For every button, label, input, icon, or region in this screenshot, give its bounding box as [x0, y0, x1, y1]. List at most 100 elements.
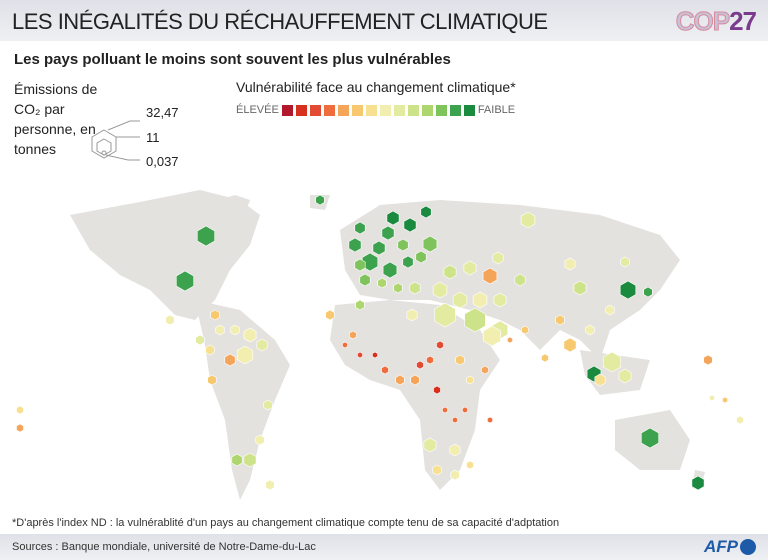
- country-hexagon: [393, 282, 403, 294]
- country-hexagon: [422, 235, 438, 253]
- country-hexagon: [210, 309, 220, 321]
- footer-bar: Sources : Banque mondiale, université de…: [0, 534, 768, 560]
- country-hexagon: [16, 405, 24, 415]
- afp-logo: AFP: [704, 537, 756, 557]
- country-hexagon: [359, 273, 371, 287]
- color-swatch: [407, 104, 419, 116]
- country-hexagon: [354, 258, 366, 272]
- country-hexagon: [436, 340, 444, 350]
- cop27-logo: COP27: [675, 6, 757, 37]
- color-swatch: [421, 104, 433, 116]
- country-hexagon: [450, 469, 460, 481]
- country-hexagon: [420, 205, 432, 219]
- country-hexagon: [452, 291, 468, 309]
- color-swatch: [323, 104, 335, 116]
- country-hexagon: [594, 373, 606, 387]
- footnote: *D'après l'index ND : la vulnérablité d'…: [12, 517, 560, 529]
- country-hexagon: [432, 464, 442, 476]
- country-hexagon: [722, 396, 728, 404]
- country-hexagon: [382, 261, 398, 279]
- color-swatch: [281, 104, 293, 116]
- country-hexagon: [215, 324, 225, 336]
- country-hexagon: [195, 334, 205, 346]
- country-hexagon: [402, 255, 414, 269]
- country-hexagon: [315, 194, 325, 206]
- color-legend-high: FAIBLE: [477, 104, 516, 116]
- color-swatch: [449, 104, 461, 116]
- country-hexagon: [255, 434, 265, 446]
- country-hexagon: [709, 394, 715, 402]
- country-hexagon: [197, 225, 215, 247]
- color-swatch: [365, 104, 377, 116]
- country-hexagon: [564, 257, 576, 271]
- country-hexagon: [452, 416, 458, 424]
- country-hexagon: [256, 338, 268, 352]
- country-hexagon: [372, 240, 386, 256]
- country-hexagon: [357, 351, 363, 359]
- color-swatch: [295, 104, 307, 116]
- country-hexagon: [507, 336, 513, 344]
- size-legend-max: 32,47: [146, 105, 179, 120]
- country-hexagon: [432, 281, 448, 299]
- country-hexagon: [230, 324, 240, 336]
- country-hexagon: [395, 374, 405, 386]
- country-hexagon: [207, 374, 217, 386]
- country-hexagon: [372, 351, 378, 359]
- country-hexagon: [423, 437, 437, 453]
- country-hexagon: [355, 299, 365, 311]
- size-legend-label: Émissions de CO₂ par personne, en tonnes: [14, 81, 98, 157]
- country-hexagon: [455, 354, 465, 366]
- country-hexagon: [449, 443, 461, 457]
- page-title: LES INÉGALITÉS DU RÉCHAUFFEMENT CLIMATIQ…: [12, 9, 548, 34]
- color-swatch: [393, 104, 405, 116]
- country-hexagon: [263, 399, 273, 411]
- country-hexagon: [342, 341, 348, 349]
- country-hexagon: [397, 238, 409, 252]
- country-hexagon: [563, 337, 577, 353]
- country-hexagon: [463, 260, 477, 276]
- country-hexagon: [466, 375, 474, 385]
- country-hexagon: [403, 217, 417, 233]
- country-hexagon: [619, 280, 637, 300]
- color-swatch: [351, 104, 363, 116]
- country-hexagon: [176, 270, 194, 292]
- country-hexagon: [736, 415, 744, 425]
- color-legend-low: ÉLEVÉE: [236, 104, 279, 116]
- country-hexagons: [16, 194, 744, 491]
- country-hexagon: [691, 475, 705, 491]
- country-hexagon: [618, 368, 632, 384]
- country-hexagon: [243, 452, 257, 468]
- color-swatch: [463, 104, 475, 116]
- country-hexagon: [640, 427, 660, 449]
- country-hexagon: [349, 330, 357, 340]
- country-hexagon: [409, 281, 421, 295]
- country-hexagon: [493, 292, 507, 308]
- country-hexagon: [426, 355, 434, 365]
- country-hexagon: [464, 307, 486, 333]
- country-hexagon: [415, 250, 427, 264]
- country-hexagon: [585, 324, 595, 336]
- country-hexagon: [541, 353, 549, 363]
- country-hexagon: [377, 277, 387, 289]
- country-hexagon: [231, 453, 243, 467]
- country-hexagon: [265, 479, 275, 491]
- country-hexagon: [703, 354, 713, 366]
- country-hexagon: [520, 211, 536, 229]
- country-hexagon: [466, 460, 474, 470]
- size-legend-min: 0,037: [146, 154, 179, 169]
- country-hexagon: [386, 210, 400, 226]
- country-hexagon: [521, 325, 529, 335]
- country-hexagon: [482, 267, 498, 285]
- country-hexagon: [602, 351, 622, 373]
- country-hexagon: [348, 237, 362, 253]
- country-hexagon: [406, 308, 418, 322]
- country-hexagon: [643, 286, 653, 298]
- country-hexagon: [361, 252, 379, 272]
- country-hexagon: [410, 374, 420, 386]
- country-hexagon: [555, 314, 565, 326]
- country-hexagon: [433, 385, 441, 395]
- country-hexagon: [482, 325, 502, 347]
- country-hexagon: [443, 264, 457, 280]
